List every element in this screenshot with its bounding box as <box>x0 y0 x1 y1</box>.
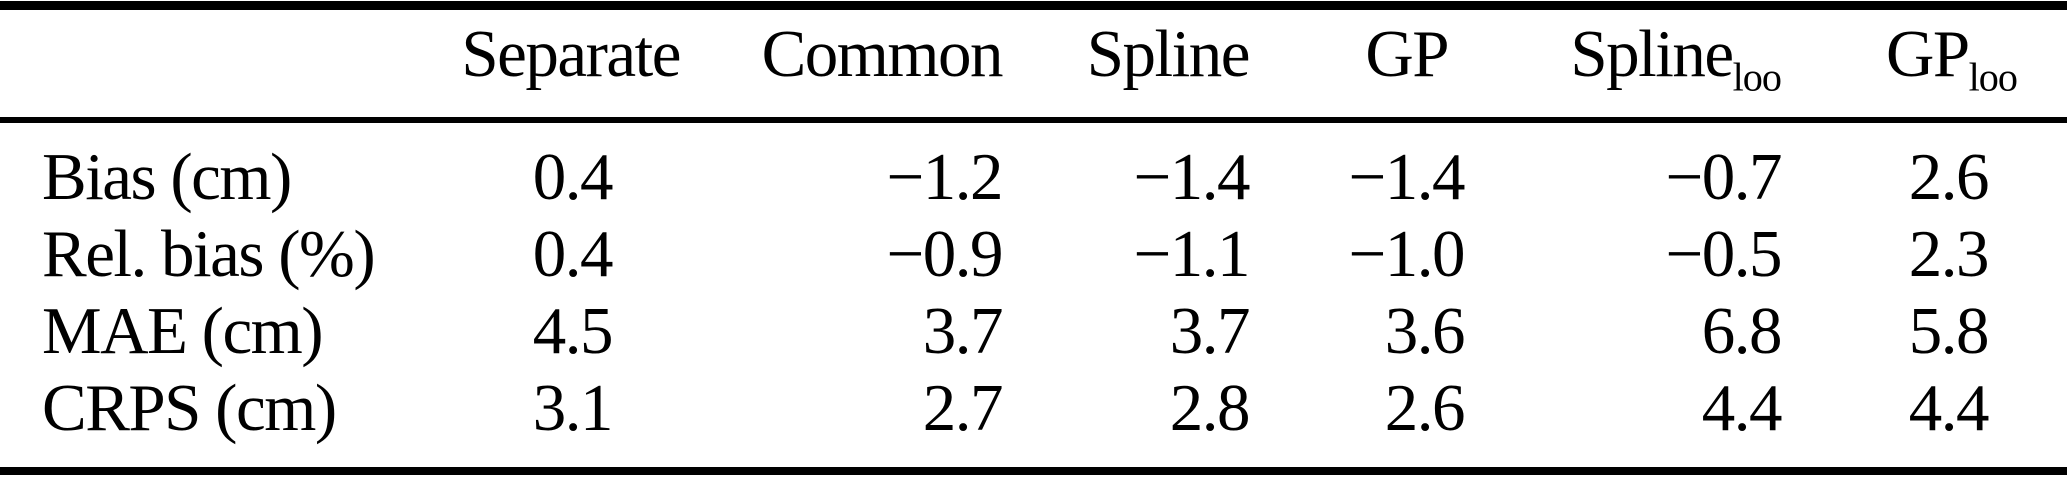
value-cell: −1.4 <box>1348 140 1465 214</box>
table-header-row: Separate Common Spline GP Splineloo GPlo… <box>0 0 2067 123</box>
value-cell: −1.1 <box>1133 217 1250 291</box>
value-cell: 2.6 <box>1908 140 1990 214</box>
table-header-rule <box>0 117 2067 123</box>
value-cell: 3.7 <box>1169 294 1251 368</box>
value-cell: 2.8 <box>1169 371 1251 445</box>
value-cell: −1.0 <box>1348 217 1465 291</box>
value-cell: 4.4 <box>1701 371 1783 445</box>
value-cell: 2.7 <box>922 371 1004 445</box>
header-cell-spline: Spline <box>1002 0 1251 123</box>
value-cell: 3.1 <box>532 371 614 445</box>
header-subscript: loo <box>1732 54 1782 100</box>
value-cell: 6.8 <box>1701 294 1783 368</box>
header-cell-common: Common <box>612 0 1004 123</box>
header-label: Common <box>761 17 1004 91</box>
value-cell: 2.6 <box>1384 371 1466 445</box>
value-cell: −1.4 <box>1133 140 1250 214</box>
value-cell: 3.6 <box>1384 294 1466 368</box>
header-cell-gp-loo: GPloo <box>1781 0 2067 123</box>
value-cell: −0.5 <box>1665 217 1782 291</box>
table-row-mae: MAE (cm) 4.5 3.7 3.7 3.6 6.8 5.8 <box>0 293 2067 370</box>
value-cell: −1.2 <box>886 140 1003 214</box>
table-row-rel-bias: Rel. bias (%) 0.4 −0.9 −1.1 −1.0 −0.5 2.… <box>0 216 2067 293</box>
row-label: Rel. bias (%) <box>42 217 376 291</box>
header-label: Spline <box>1570 17 1734 91</box>
value-cell: 0.4 <box>532 140 614 214</box>
header-cell-spline-loo: Splineloo <box>1464 0 1782 123</box>
row-label: CRPS (cm) <box>42 371 337 445</box>
table-row-crps: CRPS (cm) 3.1 2.7 2.8 2.6 4.4 4.4 <box>0 370 2067 447</box>
value-cell: 2.3 <box>1908 217 1990 291</box>
table-row-bias: Bias (cm) 0.4 −1.2 −1.4 −1.4 −0.7 2.6 <box>0 123 2067 216</box>
header-subscript: loo <box>1968 54 2018 100</box>
header-label: Spline <box>1086 17 1251 91</box>
header-cell-gp: GP <box>1249 0 1464 123</box>
value-cell: 4.4 <box>1908 371 1990 445</box>
header-cell-empty <box>0 0 360 123</box>
header-cell-separate: Separate <box>360 0 681 123</box>
table-body: Bias (cm) 0.4 −1.2 −1.4 −1.4 −0.7 2.6 Re… <box>0 123 2067 447</box>
header-label: GP <box>1885 17 1970 91</box>
results-table: Separate Common Spline GP Splineloo GPlo… <box>0 0 2067 447</box>
value-cell: 4.5 <box>532 294 614 368</box>
value-cell: 3.7 <box>922 294 1004 368</box>
value-cell: −0.9 <box>886 217 1003 291</box>
value-cell: 0.4 <box>532 217 614 291</box>
value-cell: −0.7 <box>1665 140 1782 214</box>
header-label: Separate <box>461 17 681 91</box>
row-label: MAE (cm) <box>42 294 324 368</box>
header-label: GP <box>1365 17 1449 91</box>
table-top-rule <box>0 1 2067 10</box>
value-cell: 5.8 <box>1908 294 1990 368</box>
table-bottom-rule <box>0 467 2067 475</box>
row-label: Bias (cm) <box>42 140 292 214</box>
